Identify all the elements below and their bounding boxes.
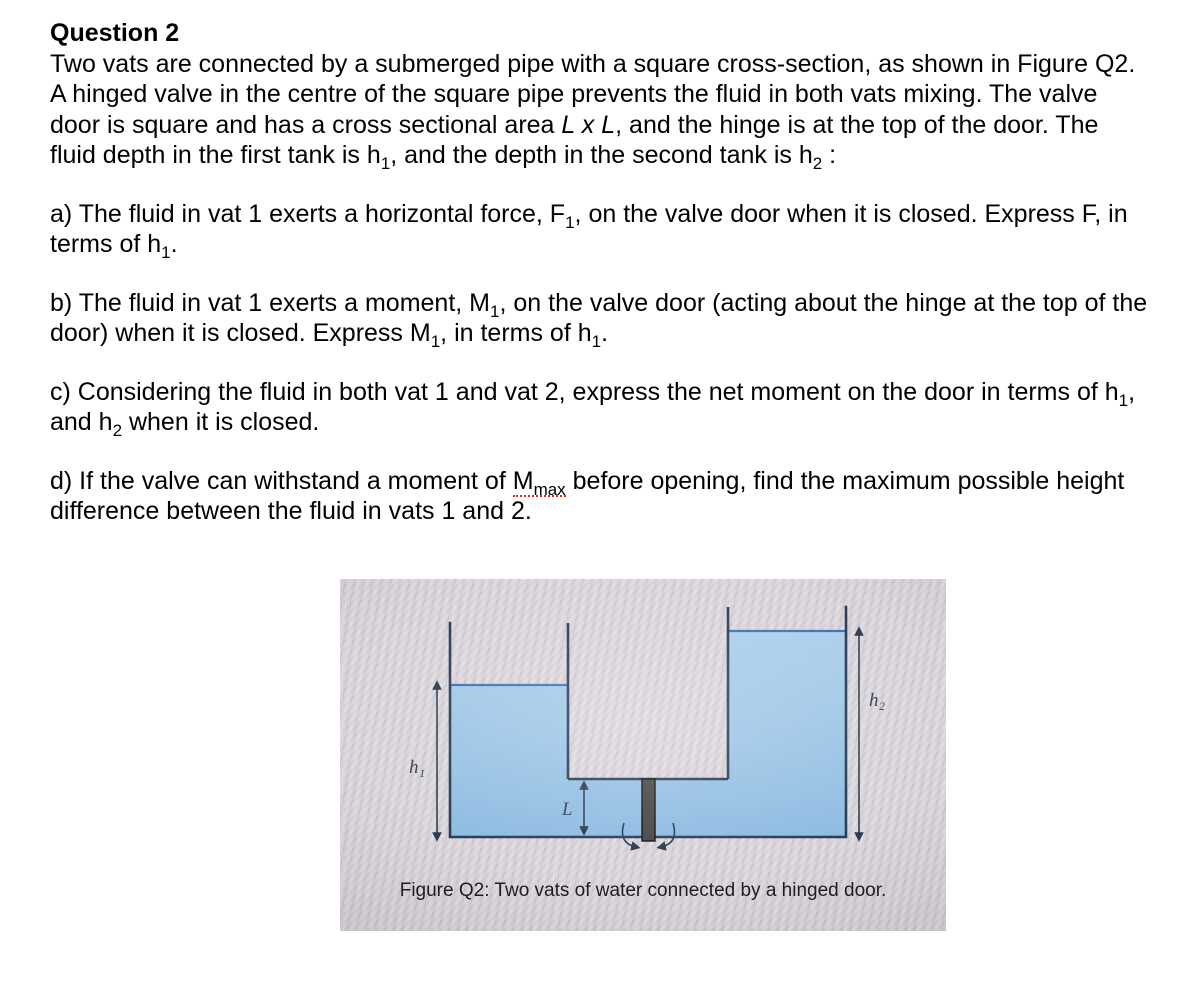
figure-caption: Figure Q2: Two vats of water connected b…: [340, 879, 946, 902]
question-part-b: b) The fluid in vat 1 exerts a moment, M…: [50, 288, 1150, 349]
svg-text:h₂: h₂: [869, 690, 886, 711]
question-part-d: d) If the valve can withstand a moment o…: [50, 466, 1150, 527]
question-intro: Two vats are connected by a submerged pi…: [50, 49, 1150, 171]
question-heading: Question 2: [50, 18, 1150, 49]
svg-text:h₁: h₁: [409, 757, 425, 778]
question-content: Question 2 Two vats are connected by a s…: [50, 18, 1150, 931]
figure-diagram: h₁ h₂ L: [340, 579, 946, 931]
question-part-c: c) Considering the fluid in both vat 1 a…: [50, 377, 1150, 438]
svg-text:L: L: [561, 799, 573, 820]
question-part-a: a) The fluid in vat 1 exerts a horizonta…: [50, 199, 1150, 260]
figure-q2: h₁ h₂ L Figure Q2: Two vats of water conne…: [340, 579, 946, 931]
